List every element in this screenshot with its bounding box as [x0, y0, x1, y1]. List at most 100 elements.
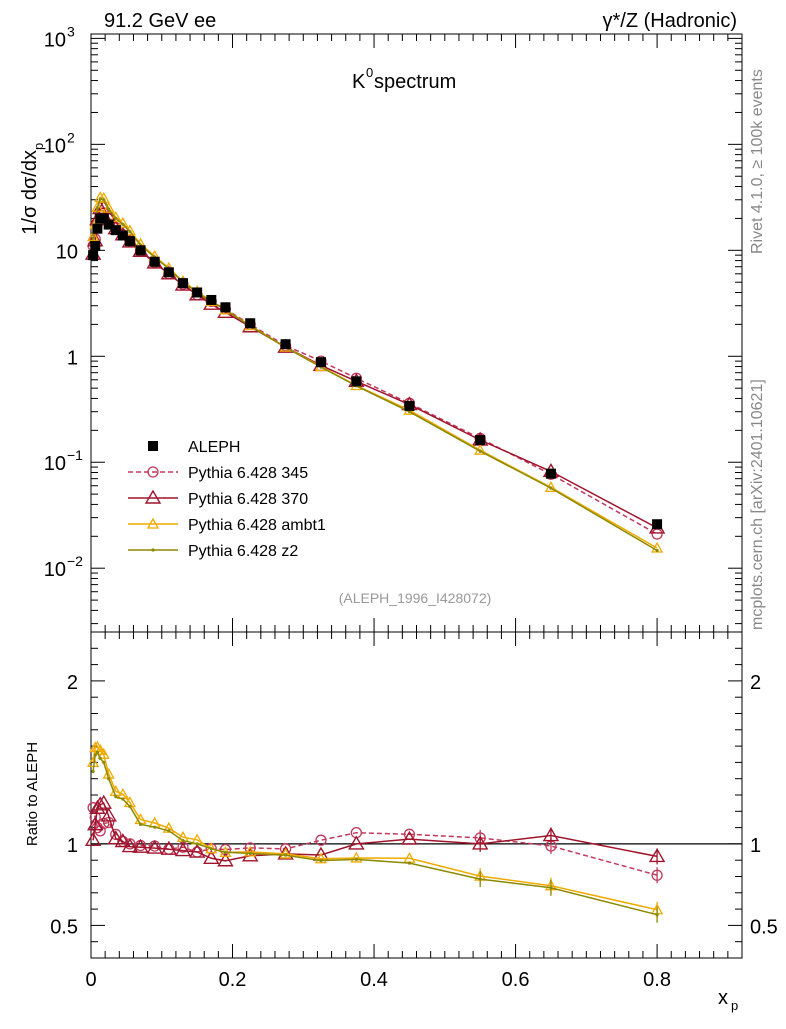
y-tick-label: 10: [44, 559, 66, 581]
ratio-point-pythia-6-428-z2: [98, 756, 102, 760]
point-aleph: [92, 223, 103, 234]
ratio-point-pythia-6-428-z2: [407, 861, 412, 865]
point-pythia-6-428-ambt1: [102, 201, 115, 213]
ratio-tick-label: 0.5: [50, 916, 78, 938]
point-aleph: [545, 468, 556, 479]
point-aleph: [280, 339, 291, 350]
legend-label: Pythia 6.428 345: [188, 465, 308, 482]
y-tick-label: 10: [44, 453, 66, 475]
ratio-point-pythia-6-428-ambt1: [314, 852, 328, 864]
legend-marker-pythia-6-428-370: [144, 489, 162, 504]
ratio-point-pythia-6-428-z2: [167, 829, 171, 833]
ratio-tick-label-right: 2: [750, 672, 761, 694]
ratio-point-pythia-6-428-z2: [114, 794, 118, 799]
ratio-point-pythia-6-428-370: [114, 833, 132, 848]
ratio-point-pythia-6-428-z2: [181, 838, 185, 843]
legend-label: Pythia 6.428 370: [188, 491, 308, 508]
point-aleph: [124, 236, 135, 247]
ratio-point-pythia-6-428-z2: [248, 851, 252, 856]
ratio-point-pythia-6-428-370: [84, 831, 102, 846]
series-layer: [84, 191, 666, 553]
ratio-line-pythia-6-428-345: [92, 807, 658, 876]
ratio-point-pythia-6-428-370: [203, 849, 220, 864]
legend-label: Pythia 6.428 z2: [188, 543, 298, 560]
x-tick-label: 0.4: [360, 969, 388, 991]
ratio-point-pythia-6-428-ambt1: [350, 851, 363, 863]
ratio-point-pythia-6-428-z2: [223, 850, 228, 854]
ratio-tick-label: 1: [67, 835, 78, 857]
y-axis-label-subscript: p: [31, 143, 46, 150]
ratio-point-pythia-6-428-z2: [128, 804, 132, 809]
ratio-plot-frame: [90, 631, 743, 959]
series-line-pythia-6-428-ambt1: [92, 196, 658, 549]
ratio-point-pythia-6-428-370: [174, 842, 192, 857]
ratio-point-pythia-6-428-370: [132, 838, 149, 853]
legend-label: Pythia 6.428 ambt1: [188, 517, 326, 534]
point-aleph: [163, 267, 174, 278]
side-label-bottom: mcplots.cern.ch [arXiv:2401.10621]: [749, 379, 766, 630]
ratio-point-pythia-6-428-370: [87, 816, 104, 831]
point-aleph: [315, 357, 326, 368]
ratio-point-pythia-6-428-z2: [195, 842, 199, 846]
point-aleph: [103, 219, 114, 230]
ratio-point-pythia-6-428-370: [146, 839, 163, 854]
y-tick-label: 1: [67, 347, 78, 369]
point-pythia-6-428-z2: [128, 230, 132, 234]
legend: ALEPH Pythia 6.428 345 Pythia 6.428 370 Pyt…: [128, 439, 326, 560]
chart-title: K: [352, 71, 366, 93]
x-tick-label: 0: [85, 969, 96, 991]
y-tick-label: 10: [44, 135, 66, 157]
point-aleph: [220, 302, 231, 313]
point-aleph: [110, 225, 121, 236]
point-pythia-6-428-z2: [114, 216, 118, 221]
ratio-point-pythia-6-428-345: [315, 834, 327, 846]
reference-label: (ALEPH_1996_I428072): [339, 590, 492, 606]
y-tick-label: 10: [56, 241, 78, 263]
point-pythia-6-428-z2: [655, 548, 659, 553]
point-aleph: [98, 213, 109, 224]
point-pythia-6-428-ambt1: [123, 224, 137, 236]
point-pythia-6-428-z2: [95, 206, 99, 210]
ratio-point-pythia-6-428-ambt1: [279, 847, 292, 859]
y-tick-exponent: 3: [67, 23, 75, 39]
ratio-point-pythia-6-428-370: [100, 807, 117, 822]
point-aleph: [149, 256, 160, 267]
ratio-point-pythia-6-428-370: [188, 843, 206, 858]
point-aleph: [88, 250, 99, 261]
point-aleph: [90, 240, 101, 251]
ratio-y-label: Ratio to ALEPH: [24, 742, 41, 846]
chart-title-superscript: 0: [366, 65, 373, 80]
ratio-point-pythia-6-428-370: [121, 838, 139, 853]
header-left: 91.2 GeV ee: [104, 10, 216, 32]
x-tick-label: 0.2: [219, 969, 247, 991]
legend-marker-aleph: [148, 441, 158, 451]
point-aleph: [117, 230, 128, 241]
ratio-tick-label-right: 1: [750, 835, 761, 857]
point-pythia-6-428-z2: [478, 449, 482, 453]
point-pythia-6-428-z2: [98, 197, 102, 201]
point-pythia-6-428-ambt1: [109, 210, 122, 222]
point-aleph: [177, 278, 188, 289]
y-axis-label: 1/σ dσ/dx: [19, 150, 41, 235]
ratio-point-pythia-6-428-ambt1: [97, 747, 110, 759]
ratio-layer: [84, 740, 742, 923]
legend-label: ALEPH: [188, 439, 240, 456]
ratio-point-pythia-6-428-z2: [209, 847, 213, 851]
side-label-top: Rivet 4.1.0, ≥ 100k events: [749, 69, 766, 254]
header-right: γ*/Z (Hadronic): [603, 10, 737, 32]
point-aleph: [135, 245, 146, 256]
ratio-point-pythia-6-428-345: [110, 828, 122, 841]
y-tick-exponent: 2: [67, 129, 75, 145]
point-pythia-6-428-ambt1: [87, 230, 100, 242]
ratio-point-pythia-6-428-z2: [121, 797, 125, 801]
point-pythia-6-428-z2: [121, 222, 125, 226]
ratio-point-pythia-6-428-370: [160, 840, 178, 855]
point-aleph: [245, 318, 256, 329]
ratio-tick-label: 2: [67, 672, 78, 694]
ratio-point-pythia-6-428-370: [107, 830, 124, 845]
ratio-point-pythia-6-428-z2: [102, 760, 106, 765]
y-tick-exponent: −1: [67, 447, 83, 463]
series-line-pythia-6-428-345: [92, 212, 658, 535]
